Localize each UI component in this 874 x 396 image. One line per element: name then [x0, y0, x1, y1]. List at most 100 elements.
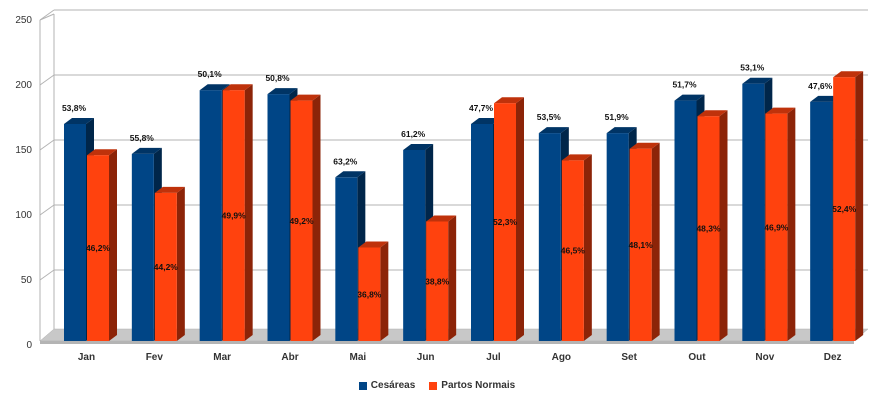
bar-side — [855, 71, 864, 341]
x-tick-label: Dez — [824, 352, 842, 363]
data-label-cesareas: 53,5% — [537, 112, 562, 122]
data-label-cesareas: 51,7% — [672, 80, 697, 90]
bar-partos-normais — [697, 110, 728, 341]
gridlines — [39, 9, 868, 281]
bar-partos-normais — [426, 215, 457, 341]
legend-item-cesareas: Cesáreas — [358, 380, 415, 391]
bar-side — [244, 84, 253, 341]
bar-front — [471, 124, 493, 341]
data-label-partos-normais: 36,8% — [357, 289, 382, 299]
bar-top — [674, 94, 705, 101]
bar-top — [742, 77, 773, 84]
bar-front — [810, 101, 833, 342]
bar-top — [561, 154, 592, 161]
bar-front — [765, 113, 788, 341]
bar-partos-normais — [833, 71, 864, 341]
bar-front — [538, 133, 561, 341]
legend-swatch-partos-normais — [429, 381, 438, 390]
data-label-cesareas: 61,2% — [401, 129, 426, 139]
data-label-cesareas: 55,8% — [130, 133, 155, 143]
bar-front — [358, 247, 381, 341]
bar-side — [109, 149, 117, 341]
bar-partos-normais — [154, 186, 185, 341]
data-label-partos-normais: 49,9% — [222, 211, 247, 221]
y-tick-label: 100 — [15, 210, 32, 221]
data-label-partos-normais: 49,2% — [289, 216, 314, 226]
bar-front — [833, 77, 856, 341]
bar-front — [87, 155, 109, 341]
bar-front — [267, 94, 290, 341]
bar-partos-normais — [222, 84, 253, 341]
data-label-cesareas: 50,8% — [265, 73, 290, 83]
data-label-partos-normais: 52,3% — [493, 217, 518, 227]
bar-top — [87, 149, 117, 156]
bar-top — [222, 84, 253, 91]
data-label-partos-normais: 52,4% — [832, 204, 857, 214]
gridline-side — [39, 74, 55, 86]
data-label-partos-normais: 46,9% — [764, 222, 789, 232]
bar-front — [561, 160, 584, 341]
bar-side — [719, 110, 728, 341]
bar-top — [833, 71, 864, 78]
bar-top — [697, 110, 728, 117]
bar-partos-normais — [358, 241, 389, 341]
left-wall-top-edge — [39, 13, 55, 21]
bar-front — [154, 192, 177, 341]
bar-front — [131, 153, 154, 341]
x-tick-label: Jun — [417, 352, 435, 363]
bar-side — [651, 142, 660, 341]
bar-top — [403, 144, 434, 150]
y-tick-label: 50 — [21, 275, 33, 286]
bar-front — [335, 177, 358, 341]
data-label-cesareas: 47,6% — [808, 81, 833, 91]
bar-side — [448, 215, 457, 341]
data-label-cesareas: 63,2% — [333, 156, 358, 166]
bar-top — [267, 88, 298, 95]
bar-top — [358, 241, 389, 248]
y-tick-label: 150 — [15, 145, 32, 156]
bar-top — [199, 84, 230, 91]
data-label-cesareas: 50,1% — [198, 69, 223, 79]
bar-side — [176, 186, 185, 341]
gridline-side — [39, 269, 55, 281]
x-tick-label: Fev — [146, 352, 164, 363]
gridline-side — [39, 9, 55, 21]
data-label-cesareas: 51,9% — [605, 112, 630, 122]
y-tick-label: 0 — [26, 340, 32, 351]
legend-label-partos-normais: Partos Normais — [441, 380, 516, 391]
bar-partos-normais — [290, 94, 321, 341]
bar-partos-normais — [629, 142, 660, 341]
bar-partos-normais — [765, 107, 796, 341]
bar-top — [64, 118, 94, 124]
bar-top — [426, 215, 457, 222]
bar-top — [335, 171, 366, 178]
x-tick-label: Jul — [486, 352, 501, 363]
bar-front — [629, 148, 652, 341]
x-tick-label: Ago — [552, 352, 571, 363]
y-axis: 0 50 100 150 200 250 — [15, 15, 32, 351]
bar-top — [131, 147, 162, 154]
bar-top — [494, 97, 524, 104]
x-tick-label: Mai — [349, 352, 366, 363]
y-tick-label: 200 — [15, 80, 32, 91]
bar-front — [697, 116, 720, 341]
data-label-cesareas: 47,7% — [469, 103, 494, 113]
bar-top — [765, 107, 796, 114]
bar-top — [290, 94, 321, 101]
bar-top — [810, 95, 841, 102]
bar-top — [538, 127, 569, 134]
bar-front — [606, 133, 629, 341]
gridline-side — [39, 204, 55, 216]
bar-partos-normais — [494, 97, 524, 341]
legend-swatch-cesareas — [358, 381, 367, 390]
data-label-partos-normais: 46,5% — [561, 246, 586, 256]
data-labels: 53,8% 46,2% 55,8% 44,2% 50,1% 49,9% 50,8% 49,2%… — [62, 63, 857, 300]
bar-top — [629, 142, 660, 149]
bar-top — [471, 118, 501, 124]
bar-side — [583, 154, 592, 341]
bar-front — [64, 124, 86, 341]
data-label-partos-normais: 46,2% — [86, 243, 111, 253]
bar-front — [222, 90, 245, 341]
bar-top — [606, 127, 637, 134]
